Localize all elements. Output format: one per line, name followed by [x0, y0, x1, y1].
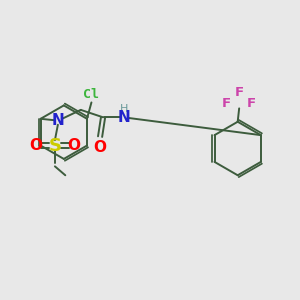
- Text: S: S: [48, 136, 62, 154]
- Text: F: F: [247, 98, 256, 110]
- Text: O: O: [68, 138, 81, 153]
- Text: N: N: [52, 113, 65, 128]
- Text: F: F: [222, 98, 231, 110]
- Text: F: F: [235, 85, 244, 98]
- Text: Cl: Cl: [83, 88, 99, 101]
- Text: H: H: [120, 104, 129, 114]
- Text: N: N: [118, 110, 131, 125]
- Text: O: O: [29, 138, 42, 153]
- Text: O: O: [94, 140, 106, 155]
